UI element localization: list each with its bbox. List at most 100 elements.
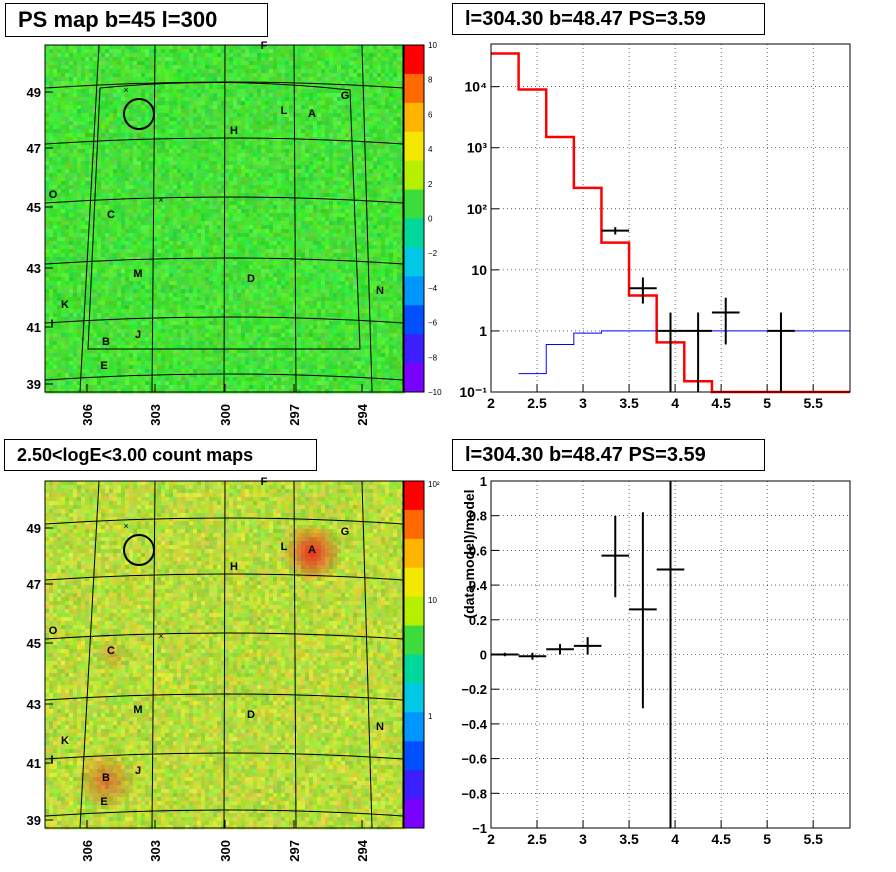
y-tick-label: −0.4	[461, 717, 487, 732]
spectrum-svg[interactable]: 2 2.5 3 3.5 4 4.5 5 5.5 10⁴ 10³ 10² 10 1 10⁻¹	[448, 0, 896, 436]
source-label-a: A	[308, 108, 316, 120]
residual-panel: 2 2.5 3 3.5 4 4.5 5 5.5 1 0.8 0.6 0.4 0.2 0 −0.2 −0.4 −0…	[448, 436, 896, 872]
map-plot-area: × × F G L A H O C M D N KI J BE	[44, 476, 406, 830]
graticule-latitude-line	[44, 632, 404, 640]
x-tick-label: 297	[287, 404, 302, 426]
source-label-k: K	[61, 735, 69, 747]
colorbar-tick-label: −6	[428, 319, 438, 328]
ps-map-panel: × × F G L A H O C M D N K I J B E 49 47 45 43 41 39 306 303 300 29…	[0, 0, 448, 436]
y-tick-label: 1	[479, 323, 487, 339]
source-label-h: H	[230, 125, 238, 137]
map-frame	[44, 480, 404, 829]
x-tick-label: 303	[148, 840, 163, 862]
colorbar-segment	[404, 218, 424, 248]
y-tick-label: 0	[480, 648, 487, 663]
colorbar-tick-label: −2	[428, 249, 438, 258]
graticule-longitude-line	[79, 480, 100, 829]
source-label-c: C	[107, 645, 115, 657]
y-tick-label: 10³	[467, 140, 488, 156]
y-tick-label: 47	[27, 577, 41, 592]
graticule-longitude-line	[293, 480, 297, 829]
colorbar: 10² 10 1	[403, 480, 440, 829]
graticule-longitude-line	[223, 480, 226, 829]
source-label-e: E	[100, 360, 107, 372]
y-tick-label: 45	[27, 636, 41, 651]
y-tick-label: −0.2	[461, 682, 487, 697]
y-tick-label: 1	[480, 474, 487, 489]
spectrum-panel: 2 2.5 3 3.5 4 4.5 5 5.5 10⁴ 10³ 10² 10 1 10⁻¹ l=304.3…	[448, 0, 896, 436]
y-tick-label: 45	[27, 200, 41, 215]
source-label-d: D	[247, 709, 255, 721]
data-errorbars	[601, 227, 795, 392]
colorbar-tick-label: 8	[428, 76, 433, 85]
source-label-j: J	[135, 329, 141, 341]
target-cross-marker: ×	[123, 521, 128, 531]
y-tick-label: 49	[27, 85, 41, 100]
colorbar-segment	[404, 654, 424, 684]
y-tick-label: 0.4	[469, 578, 488, 593]
x-tick-label: 2	[487, 831, 495, 847]
x-tick-label: 300	[218, 840, 233, 862]
colorbar-segment	[404, 247, 424, 277]
x-tick-label: 3.5	[619, 831, 639, 847]
y-tick-label: 43	[27, 261, 41, 276]
colorbar-segment	[404, 305, 424, 335]
x-tick-label: 300	[218, 404, 233, 426]
target-circle	[123, 98, 155, 130]
x-tick-label: 4	[671, 831, 679, 847]
graticule-latitude-line	[44, 517, 404, 525]
colorbar-segment	[404, 189, 424, 219]
residual-svg[interactable]: 2 2.5 3 3.5 4 4.5 5 5.5 1 0.8 0.6 0.4 0.2 0 −0.2 −0.4 −0…	[448, 436, 896, 872]
source-label-m: M	[133, 268, 142, 280]
x-tick-label: 5	[763, 395, 771, 411]
residual-ylabel: (data-model)/model	[461, 489, 477, 618]
colorbar-tick-label: 4	[428, 145, 433, 154]
colorbar-tick-label: 10²	[428, 480, 440, 489]
source-label-l: L	[281, 541, 288, 553]
graticule-longitude-line	[151, 44, 156, 393]
graticule-longitude-line	[223, 44, 226, 393]
count-map-svg[interactable]: × × F G L A H O C M D N KI J BE 49 47 45 43 41 39 306 303 300 29…	[0, 436, 448, 872]
source-label-a: A	[308, 544, 316, 556]
colorbar-segment	[404, 712, 424, 742]
colorbar-segment	[404, 770, 424, 800]
source-label-i: I	[50, 754, 53, 766]
x-tick-label: 294	[355, 403, 370, 425]
y-tick-label: 47	[27, 141, 41, 156]
map-plot-area: × × F G L A H O C M D N KI J BE	[44, 40, 406, 394]
y-tick-label: 39	[27, 377, 41, 392]
background-step-line	[518, 330, 850, 375]
y-tick-label: 10	[471, 262, 487, 278]
target-circle	[123, 534, 155, 566]
count-map-panel: × × F G L A H O C M D N K I J B E 49 47 45 43 41 39 306 303 300 29…	[0, 436, 448, 872]
y-tick-label: 10²	[467, 201, 488, 217]
colorbar-tick-label: 10	[428, 41, 437, 50]
x-tick-label: 5.5	[803, 831, 823, 847]
spectrum-title: l=304.30 b=48.47 PS=3.59	[452, 3, 765, 35]
graticule-latitude-line	[44, 137, 404, 145]
source-label-g: G	[341, 526, 350, 538]
colorbar-tick-label: 2	[428, 180, 433, 189]
colorbar-tick-label: −4	[428, 284, 438, 293]
colorbar-segment	[404, 276, 424, 306]
graticule-longitude-line	[361, 480, 373, 829]
colorbar-segment	[404, 596, 424, 627]
x-tick-label: 297	[287, 840, 302, 862]
target-cross-marker: ×	[123, 85, 128, 95]
colorbar-segment	[404, 334, 424, 364]
x-tick-label: 4	[671, 395, 679, 411]
colorbar-segment	[404, 102, 424, 133]
roi-boundary	[87, 81, 361, 350]
y-tick-label: 49	[27, 521, 41, 536]
x-tick-label: 3	[579, 831, 587, 847]
ps-map-svg[interactable]: × × F G L A H O C M D N KI J BE 49 47 45 43 41 39 306 303 300 29…	[0, 0, 448, 436]
colorbar-segment	[404, 160, 424, 191]
colorbar-tick-label: 10	[428, 596, 437, 605]
y-tick-label: −0.6	[461, 752, 487, 767]
ps-map-title: PS map b=45 l=300	[5, 3, 268, 37]
colorbar-segment	[404, 45, 424, 75]
x-tick-label: 4.5	[711, 395, 731, 411]
source-label-n: N	[376, 721, 384, 733]
graticule-latitude-line	[44, 196, 404, 204]
y-tick-label: 10⁴	[465, 79, 488, 95]
